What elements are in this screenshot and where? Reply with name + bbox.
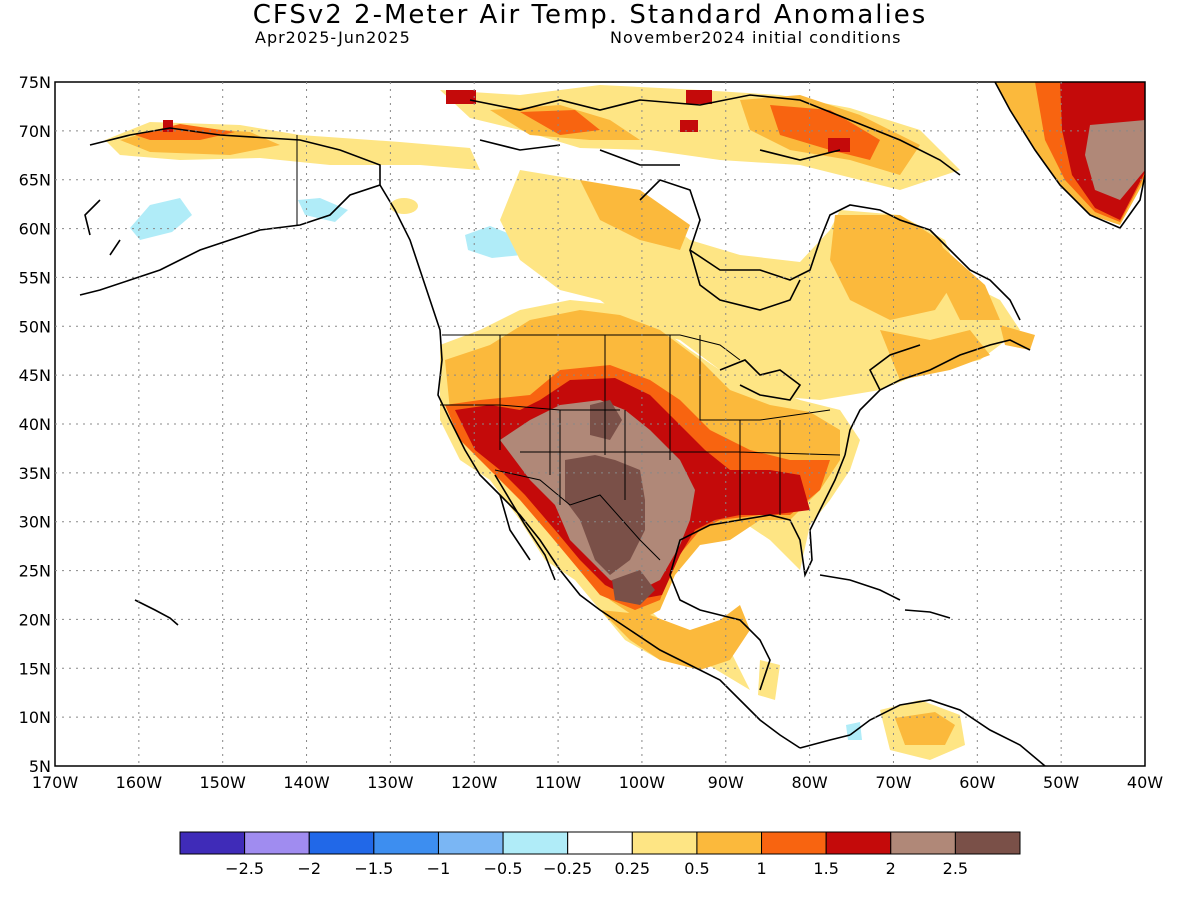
lon-label: 150W <box>200 773 247 792</box>
state-lines <box>440 335 841 520</box>
lat-label: 30N <box>19 513 51 532</box>
colorbar-swatch <box>954 831 1021 855</box>
shade-cool-yukon <box>298 198 348 222</box>
colorbar-swatch <box>308 831 375 855</box>
lon-label: 50W <box>1043 773 1079 792</box>
lat-label: 40N <box>19 415 51 434</box>
shade-maritime-orange <box>880 330 990 380</box>
coast-hawaii <box>134 599 179 626</box>
map-title: CFSv2 2-Meter Air Temp. Standard Anomali… <box>252 0 928 30</box>
lon-label: 90W <box>708 773 744 792</box>
lat-label: 70N <box>19 122 51 141</box>
shade-alaska-north-dark <box>135 124 235 140</box>
colorbar-swatch <box>890 831 956 855</box>
shade-quebec-orange <box>830 215 955 320</box>
lat-label: 20N <box>19 610 51 629</box>
colorbar-label: 1.5 <box>813 859 838 878</box>
border-us-mexico <box>494 469 661 561</box>
shade-labrador-orange <box>940 245 1000 320</box>
coast-alaska <box>79 127 381 296</box>
lon-label: 70W <box>875 773 911 792</box>
coast-baja <box>494 474 556 581</box>
coast-greatlakes <box>719 359 802 401</box>
colorbar-label: 0.25 <box>614 859 650 878</box>
colorbar-label: −0.25 <box>543 859 592 878</box>
shade-mexico-south <box>600 605 750 670</box>
lat-label: 60N <box>19 220 51 239</box>
shade-us-brown3 <box>612 570 655 605</box>
colorbar <box>179 831 1021 855</box>
coast-hudson-bay <box>689 249 801 311</box>
lat-label: 55N <box>19 268 51 287</box>
lon-label: 60W <box>959 773 995 792</box>
lat-label: 25N <box>19 562 51 581</box>
lat-label: 35N <box>19 464 51 483</box>
lon-label: 120W <box>451 773 498 792</box>
forecast-period: Apr2025-Jun2025 <box>255 28 411 47</box>
lat-label: 10N <box>19 708 51 727</box>
colorbar-label: 0.5 <box>684 859 709 878</box>
shade-arctic-orange2 <box>520 110 600 135</box>
coast-hudson <box>639 179 1021 321</box>
lat-label: 50N <box>19 317 51 336</box>
shade-yucatan <box>758 660 780 700</box>
lat-label: 75N <box>19 73 51 92</box>
shade-arctic-east-dark <box>770 105 880 160</box>
colorbar-label: −2 <box>297 859 321 878</box>
shade-venezuela-orange <box>895 712 955 745</box>
colorbar-swatch <box>825 831 892 855</box>
colorbar-swatch <box>373 831 439 855</box>
coast-hispaniola <box>904 609 951 619</box>
colorbar-swatch <box>696 831 763 855</box>
shade-newfoundland <box>1000 325 1035 350</box>
longitude-labels: 170W 160W 150W 140W 130W 120W 110W 100W 90W 80W 70… <box>32 773 1163 792</box>
anomaly-shading <box>105 82 1145 760</box>
lat-label: 15N <box>19 659 51 678</box>
lon-label: 100W <box>619 773 666 792</box>
political-borders <box>296 135 841 561</box>
colorbar-swatch <box>244 831 310 855</box>
colorbar-label: 2 <box>886 859 896 878</box>
lon-label: 130W <box>367 773 414 792</box>
lon-label: 140W <box>283 773 330 792</box>
shade-canada-orange <box>580 180 690 250</box>
latitude-labels: 5N 10N 15N 20N 25N 30N 35N 40N 45N 50N 55N 60N 65N 70… <box>19 73 51 776</box>
colorbar-swatch <box>437 831 504 855</box>
coast-arctic <box>469 94 961 176</box>
lon-label: 40W <box>1127 773 1163 792</box>
colorbar-labels: −2.5 −2 −1.5 −1 −0.5 −0.25 0.25 0.5 1 1.5 2 2.5 <box>225 859 968 878</box>
lat-label: 45N <box>19 366 51 385</box>
initial-conditions: November2024 initial conditions <box>610 28 902 47</box>
colorbar-label: −0.5 <box>484 859 523 878</box>
colorbar-swatch <box>567 831 633 855</box>
colorbar-label: −1 <box>427 859 451 878</box>
colorbar-swatch <box>179 831 246 855</box>
lat-label: 5N <box>29 757 51 776</box>
colorbar-label: −1.5 <box>354 859 393 878</box>
coastlines <box>79 82 1145 766</box>
coast-greenland <box>994 82 1145 229</box>
colorbar-swatch <box>761 831 827 855</box>
coast-gulf <box>669 454 851 749</box>
shade-cool-alaska <box>130 198 192 240</box>
coast-cuba <box>819 574 901 601</box>
lon-label: 110W <box>535 773 582 792</box>
colorbar-swatch <box>631 831 698 855</box>
lat-label: 65N <box>19 171 51 190</box>
colorbar-label: 1 <box>756 859 766 878</box>
lon-label: 80W <box>792 773 828 792</box>
coast-east <box>844 339 1031 456</box>
colorbar-label: −2.5 <box>225 859 264 878</box>
colorbar-label: 2.5 <box>943 859 968 878</box>
colorbar-swatch <box>502 831 569 855</box>
coast-west <box>379 184 801 749</box>
lon-label: 170W <box>32 773 79 792</box>
graticule <box>55 82 1145 766</box>
lon-label: 160W <box>116 773 163 792</box>
